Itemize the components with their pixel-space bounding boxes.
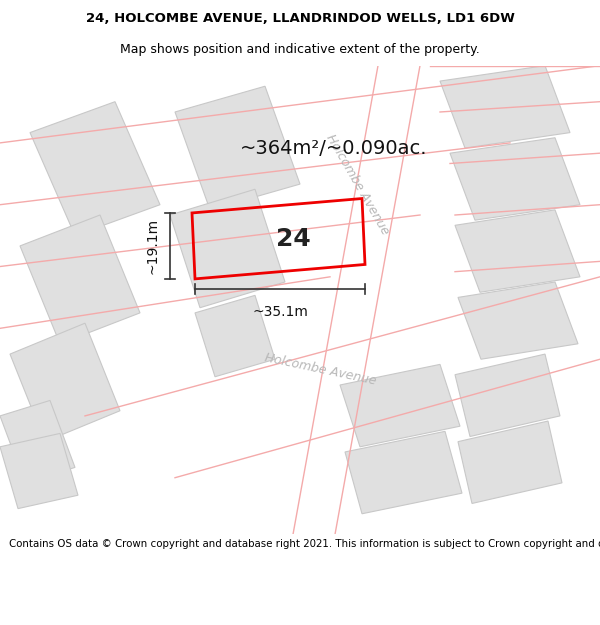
Polygon shape [170, 189, 285, 308]
Text: ~35.1m: ~35.1m [252, 304, 308, 319]
Polygon shape [458, 421, 562, 504]
Text: 24, HOLCOMBE AVENUE, LLANDRINDOD WELLS, LD1 6DW: 24, HOLCOMBE AVENUE, LLANDRINDOD WELLS, … [86, 12, 514, 25]
Polygon shape [340, 364, 460, 447]
Polygon shape [0, 401, 75, 483]
Text: ~19.1m: ~19.1m [146, 218, 160, 274]
Text: Holcombe Avenue: Holcombe Avenue [263, 351, 377, 388]
Polygon shape [450, 138, 580, 220]
Polygon shape [458, 282, 578, 359]
Text: Contains OS data © Crown copyright and database right 2021. This information is : Contains OS data © Crown copyright and d… [9, 539, 600, 549]
Text: Map shows position and indicative extent of the property.: Map shows position and indicative extent… [120, 42, 480, 56]
Polygon shape [10, 323, 120, 442]
Polygon shape [455, 210, 580, 292]
Text: ~364m²/~0.090ac.: ~364m²/~0.090ac. [240, 139, 427, 158]
Text: Holcombe Avenue: Holcombe Avenue [323, 131, 391, 237]
Polygon shape [440, 66, 570, 148]
Polygon shape [0, 433, 78, 509]
Polygon shape [195, 296, 275, 377]
Polygon shape [30, 102, 160, 236]
Polygon shape [345, 431, 462, 514]
Text: 24: 24 [276, 227, 311, 251]
Polygon shape [175, 86, 300, 210]
Polygon shape [20, 215, 140, 344]
Polygon shape [455, 354, 560, 436]
